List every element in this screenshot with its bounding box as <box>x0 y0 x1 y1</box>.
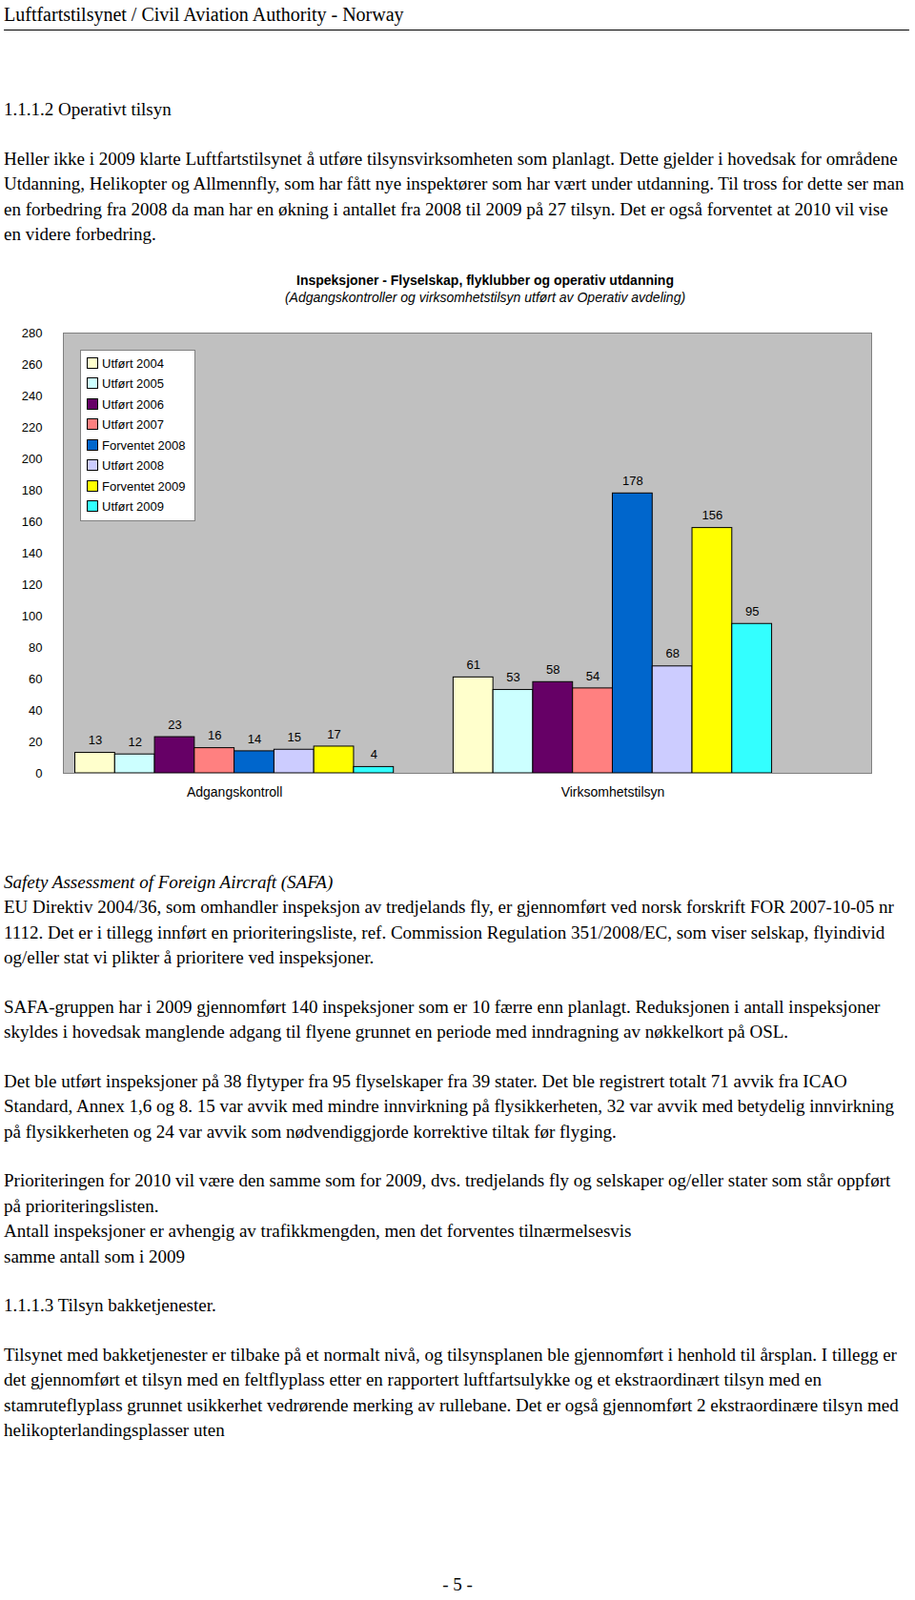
svg-text:240: 240 <box>21 387 43 403</box>
svg-text:180: 180 <box>21 482 43 497</box>
svg-text:15: 15 <box>287 729 302 744</box>
svg-text:95: 95 <box>745 603 759 618</box>
svg-text:16: 16 <box>207 728 222 743</box>
html-text:Utført 2005: Utført 2005 <box>101 376 164 391</box>
svg-text:4: 4 <box>370 747 378 762</box>
html-text:Utført 2008: Utført 2008 <box>101 458 164 473</box>
html-text:samme antall som i 2009: samme antall som i 2009 <box>3 1246 185 1267</box>
svg-text:200: 200 <box>21 450 43 466</box>
svg-text:280: 280 <box>21 325 43 340</box>
html-text:(Adgangskontroller og virksomh: (Adgangskontroller og virksomhetstilsyn … <box>284 289 686 305</box>
svg-text:100: 100 <box>21 608 43 623</box>
html-text:EU Direktiv 2004/36, som omhan: EU Direktiv 2004/36, som omhandler inspe… <box>3 896 894 968</box>
html-text:1.1.1.2 Operativt tilsyn: 1.1.1.2 Operativt tilsyn <box>3 99 172 120</box>
svg-text:58: 58 <box>546 661 560 676</box>
svg-text:156: 156 <box>702 508 724 523</box>
svg-text:80: 80 <box>28 639 42 654</box>
svg-text:Adgangskontroll: Adgangskontroll <box>186 783 283 799</box>
svg-text:60: 60 <box>28 671 42 686</box>
svg-text:20: 20 <box>28 733 42 749</box>
html-text:1.1.1.3 Tilsyn bakketjenester.: 1.1.1.3 Tilsyn bakketjenester. <box>3 1295 217 1316</box>
html-text:Det ble utført inspeksjoner på: Det ble utført inspeksjoner på 38 flytyp… <box>3 1070 895 1142</box>
svg-text:61: 61 <box>467 657 481 672</box>
svg-text:23: 23 <box>167 716 182 732</box>
svg-text:260: 260 <box>21 356 43 371</box>
html-text:SAFA-gruppen har i 2009 gjenno: SAFA-gruppen har i 2009 gjennomført 140 … <box>3 996 881 1042</box>
svg-text:160: 160 <box>21 513 43 529</box>
html-text:Utført 2009: Utført 2009 <box>101 499 164 514</box>
html-text:Forventet 2008: Forventet 2008 <box>101 437 186 453</box>
html-text:Safety Assessment of Foreign A: Safety Assessment of Foreign Aircraft (S… <box>3 871 333 892</box>
html-text:Antall inspeksjoner er avhengi: Antall inspeksjoner er avhengig av trafi… <box>3 1220 632 1241</box>
html-text:Utført 2006: Utført 2006 <box>101 396 164 412</box>
html-text:Utført 2007: Utført 2007 <box>101 417 164 432</box>
svg-text:140: 140 <box>21 545 43 560</box>
svg-text:40: 40 <box>28 702 42 717</box>
html-text:Prioriteringen for 2010 vil væ: Prioriteringen for 2010 vil være den sam… <box>3 1170 891 1216</box>
html-text:Luftfartstilsynet / Civil Avia: Luftfartstilsynet / Civil Aviation Autho… <box>3 3 404 25</box>
html-text:Utført 2004: Utført 2004 <box>101 355 164 371</box>
svg-text:12: 12 <box>127 733 142 749</box>
html-text:- 5 -: - 5 - <box>442 1574 473 1595</box>
svg-text:14: 14 <box>247 731 262 746</box>
svg-text:17: 17 <box>326 726 341 741</box>
html-text:Tilsynet med bakketjenester er: Tilsynet med bakketjenester er tilbake p… <box>3 1344 899 1441</box>
svg-text:220: 220 <box>21 419 43 434</box>
html-text:Inspeksjoner - Flyselskap, fly: Inspeksjoner - Flyselskap, flyklubber og… <box>296 272 674 288</box>
svg-text:13: 13 <box>88 732 102 748</box>
svg-text:Virksomhetstilsyn: Virksomhetstilsyn <box>561 783 666 799</box>
svg-text:0: 0 <box>35 765 42 780</box>
svg-text:178: 178 <box>622 472 644 488</box>
svg-text:68: 68 <box>665 646 679 661</box>
svg-text:54: 54 <box>586 668 600 683</box>
html-text:Forventet 2009: Forventet 2009 <box>101 478 186 494</box>
html-text:Heller ikke i 2009 klarte Luft: Heller ikke i 2009 klarte Luftfartstilsy… <box>3 148 904 244</box>
svg-text:120: 120 <box>21 576 43 591</box>
svg-text:53: 53 <box>506 670 520 685</box>
